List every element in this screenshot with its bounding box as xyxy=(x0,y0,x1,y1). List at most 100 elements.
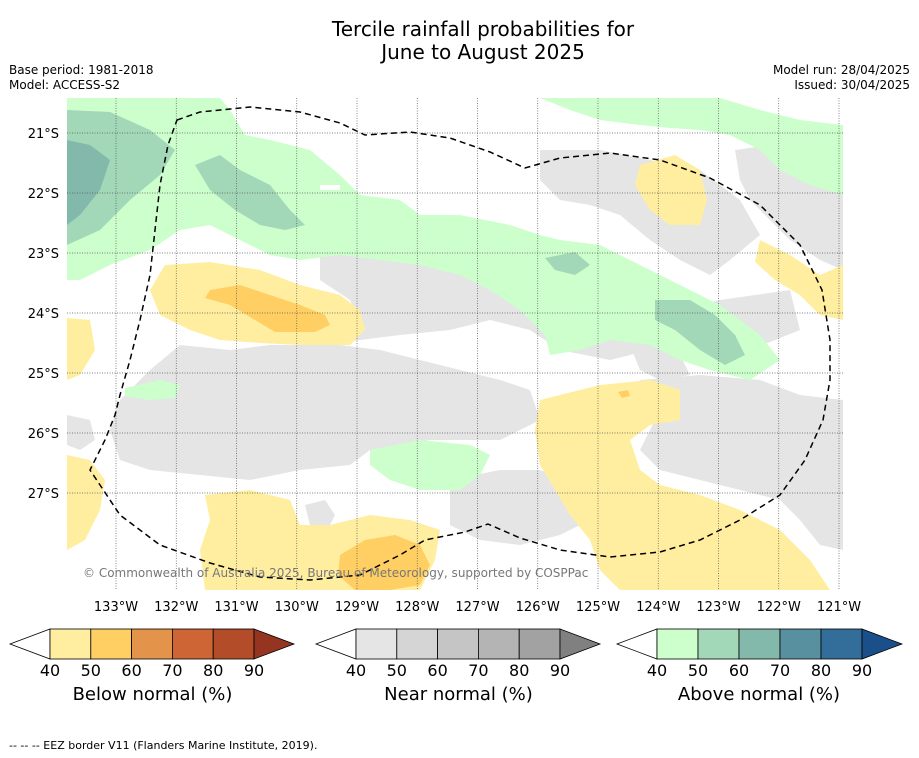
latitude-labels: 21°S 22°S 23°S 24°S 25°S 26°S 27°S xyxy=(28,127,59,502)
colorbar-tick-label: 60 xyxy=(729,661,749,680)
longitude-labels: 133°W 132°W 131°W 130°W 129°W 128°W 127°W 126°W… xyxy=(94,600,861,615)
longitude-label: 132°W xyxy=(154,600,198,615)
colorbar-segment xyxy=(131,628,173,660)
model-name: Model: ACCESS-S2 xyxy=(9,78,121,92)
above-normal-region xyxy=(67,110,175,245)
map-fields xyxy=(67,98,843,590)
colorbar-tick-label: 50 xyxy=(387,661,407,680)
colorbar-near-label: Near normal (%) xyxy=(384,684,533,705)
colorbar-segment xyxy=(779,628,822,660)
colorbar-tick-label: 60 xyxy=(121,661,141,680)
latitude-label: 25°S xyxy=(28,367,59,382)
no-signal-region xyxy=(420,205,455,212)
colorbar-tick-label: 70 xyxy=(162,661,182,680)
colorbar-tick-label: 60 xyxy=(427,661,447,680)
colorbar-min-extend xyxy=(314,628,357,660)
below-normal-region xyxy=(205,285,330,332)
latitude-label: 27°S xyxy=(28,487,59,502)
model-run: Model run: 28/04/2025 xyxy=(772,63,910,77)
latitude-label: 26°S xyxy=(28,427,59,442)
colorbar-tick-label: 40 xyxy=(40,661,60,680)
longitude-label: 129°W xyxy=(335,600,379,615)
colorbar-tick-label: 80 xyxy=(509,661,529,680)
above-normal-region xyxy=(545,252,590,275)
colorbar-segment xyxy=(697,628,740,660)
colorbar-tick-label: 90 xyxy=(550,661,570,680)
copyright-text: © Commonwealth of Australia 2025, Bureau… xyxy=(83,566,588,580)
colorbar-near-normal: 40 50 60 70 80 90 xyxy=(314,628,602,680)
colorbar-segment xyxy=(355,628,398,660)
colorbar-above-label: Above normal (%) xyxy=(677,684,841,705)
latitude-label: 23°S xyxy=(28,247,59,262)
colorbar-max-extend xyxy=(861,628,904,660)
colorbar-segment xyxy=(738,628,781,660)
colorbar-segment xyxy=(518,628,561,660)
longitude-label: 123°W xyxy=(696,600,740,615)
colorbar-tick-label: 40 xyxy=(346,661,366,680)
colorbar-segment xyxy=(49,628,92,660)
colorbar-below-normal: 40 50 60 70 80 90 xyxy=(8,628,296,680)
colorbar-segment xyxy=(820,628,863,660)
colorbar-tick-label: 90 xyxy=(244,661,264,680)
colorbar-tick-label: 40 xyxy=(647,661,667,680)
longitude-label: 130°W xyxy=(275,600,319,615)
colorbar-segment xyxy=(437,628,479,660)
near-normal-region xyxy=(305,500,335,525)
colorbar-max-extend xyxy=(559,628,602,660)
longitude-label: 126°W xyxy=(516,600,560,615)
near-normal-region xyxy=(67,415,95,450)
colorbar-segment xyxy=(212,628,255,660)
below-normal-region xyxy=(635,155,707,225)
colorbar-min-extend xyxy=(8,628,51,660)
colorbar-above-normal: 40 50 60 70 80 90 xyxy=(615,628,904,680)
below-normal-region xyxy=(618,390,630,398)
longitude-label: 128°W xyxy=(395,600,439,615)
colorbar-tick-label: 70 xyxy=(468,661,488,680)
below-normal-region xyxy=(67,318,95,380)
latitude-label: 22°S xyxy=(28,187,59,202)
longitude-label: 133°W xyxy=(94,600,138,615)
above-normal-region xyxy=(195,155,305,230)
near-normal-region xyxy=(640,375,843,550)
longitude-label: 127°W xyxy=(455,600,499,615)
above-normal-region xyxy=(67,140,110,225)
longitude-label: 131°W xyxy=(214,600,258,615)
meta-right: Model run: 28/04/2025 Issued: 30/04/2025 xyxy=(773,63,910,93)
issued-date: Issued: 30/04/2025 xyxy=(794,78,910,92)
colorbar-tick-label: 80 xyxy=(203,661,223,680)
colorbar-segment xyxy=(396,628,438,660)
colorbar-segment xyxy=(656,628,699,660)
longitude-label: 122°W xyxy=(757,600,801,615)
above-normal-region xyxy=(540,98,843,195)
meta-left: Base period: 1981-2018 Model: ACCESS-S2 xyxy=(9,63,154,93)
map-title: Tercile rainfall probabilities for June … xyxy=(0,18,919,64)
colorbar-tick-label: 90 xyxy=(852,661,872,680)
base-period: Base period: 1981-2018 xyxy=(9,63,154,77)
no-signal-region xyxy=(320,185,340,190)
eez-border xyxy=(89,106,831,581)
above-normal-region xyxy=(370,440,490,490)
title-line-2: June to August 2025 xyxy=(381,40,585,64)
colorbar-min-extend xyxy=(615,628,658,660)
longitude-label: 125°W xyxy=(576,600,620,615)
colorbar-below-label: Below normal (%) xyxy=(72,684,233,705)
grid-lines xyxy=(67,98,843,590)
colorbar-segment xyxy=(171,628,214,660)
no-signal-region xyxy=(420,123,478,135)
above-normal-region xyxy=(655,300,745,365)
latitude-label: 24°S xyxy=(28,307,59,322)
near-normal-region xyxy=(110,245,800,480)
colorbar-segment xyxy=(477,628,520,660)
above-normal-region xyxy=(67,98,780,380)
below-normal-region xyxy=(535,380,830,590)
latitude-label: 21°S xyxy=(28,127,59,142)
colorbar-tick-label: 70 xyxy=(770,661,790,680)
footer-note: -- -- -- EEZ border V11 (Flanders Marine… xyxy=(9,739,318,752)
colorbar-tick-label: 50 xyxy=(688,661,708,680)
colorbar-max-extend xyxy=(253,628,296,660)
near-normal-region xyxy=(540,150,760,275)
longitude-label: 121°W xyxy=(817,600,861,615)
colorbar-segment xyxy=(90,628,133,660)
colorbar-tick-label: 80 xyxy=(811,661,831,680)
